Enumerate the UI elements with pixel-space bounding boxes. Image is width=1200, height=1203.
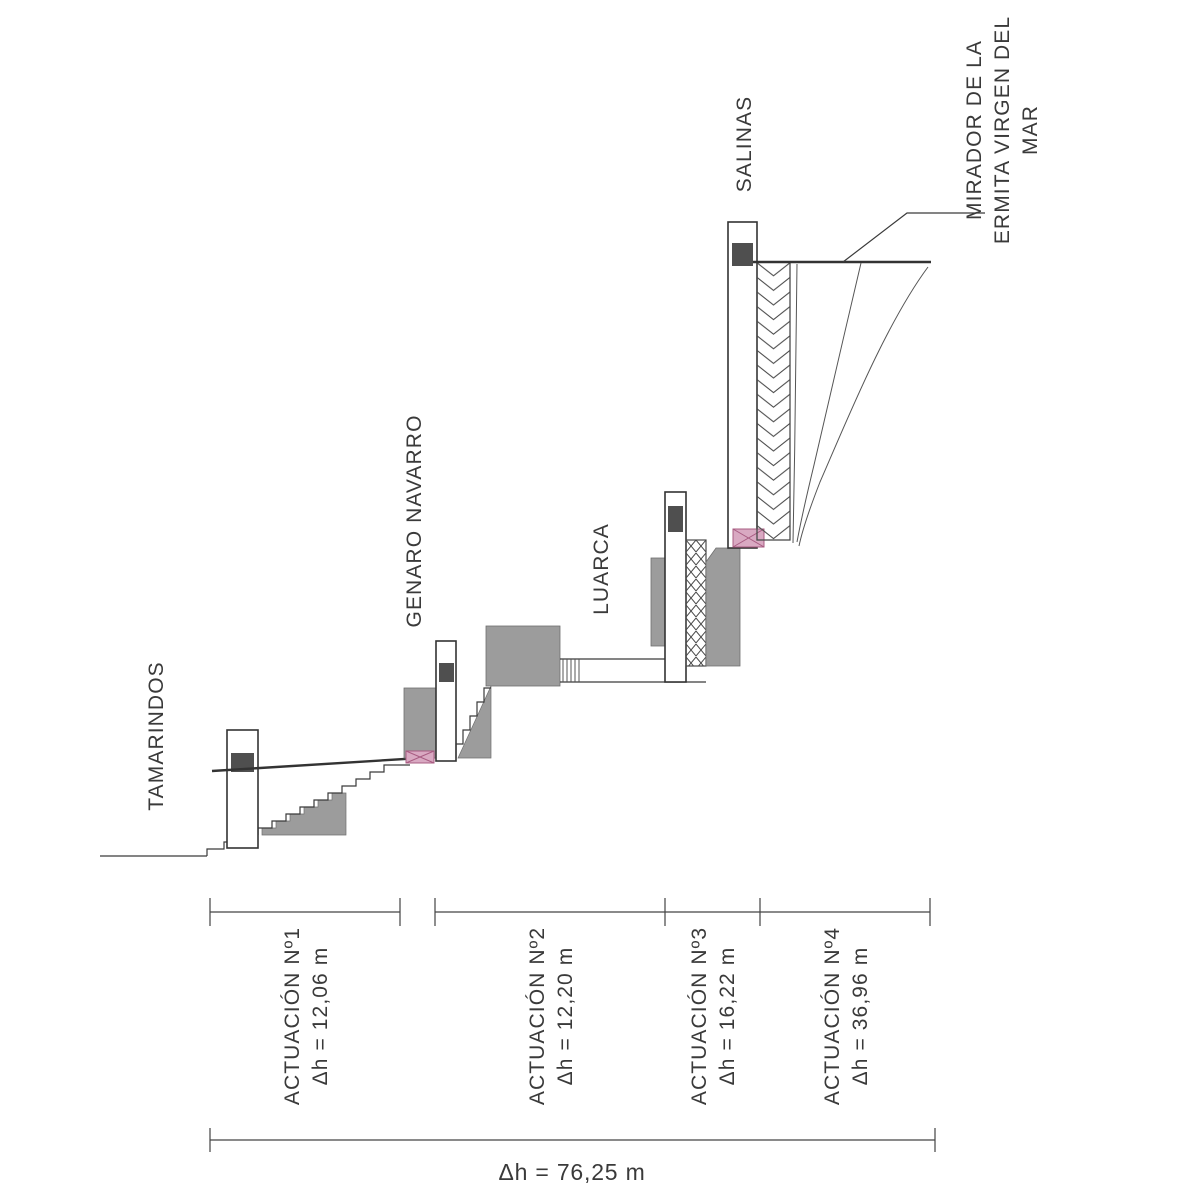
label-mirador-line-1: MIRADOR DE LA [963, 40, 986, 220]
stair-retaining-mass-1 [261, 792, 347, 836]
actuation-marker-1-cross [405, 750, 435, 764]
terrain-line-mid [796, 262, 862, 543]
total-delta-label: Δh = 76,25 m [498, 1159, 645, 1185]
building-genaro [403, 687, 438, 759]
building-luarca-lower [485, 625, 561, 687]
elevator-cab-3 [668, 506, 683, 532]
street-slope-line [211, 755, 438, 773]
actuation-dimensions: ACTUACIÓN Nº1 Δh = 12,06 m ACTUACIÓN Nº2… [209, 898, 931, 1105]
actuation-3-delta: Δh = 16,22 m [716, 947, 739, 1086]
walkway-hatch [562, 659, 580, 682]
mirador-leader-line [842, 212, 985, 263]
actuation-1-delta: Δh = 12,06 m [309, 947, 332, 1086]
escalator-luarca [685, 539, 707, 667]
label-salinas: SALINAS [733, 96, 756, 192]
escalator-salinas [756, 261, 791, 541]
elevator-cab-1 [231, 753, 254, 772]
location-labels: TAMARINDOS GENARO NAVARRO LUARCA SALINAS… [145, 16, 1042, 811]
actuation-2-delta: Δh = 12,20 m [554, 947, 577, 1086]
building-luarca-upper [705, 547, 741, 667]
elevator-tower-4 [727, 221, 758, 549]
staircase-2 [455, 687, 491, 758]
elevator-cab-2 [439, 663, 454, 682]
label-mirador-line-2: ERMITA VIRGEN DEL [991, 16, 1014, 244]
label-tamarindos: TAMARINDOS [145, 661, 168, 810]
terrain-line-outer [798, 266, 929, 547]
actuation-4-name: ACTUACIÓN Nº4 [821, 927, 844, 1105]
elevator-cab-4 [732, 243, 753, 266]
staircase-1 [257, 764, 410, 835]
actuation-2-name: ACTUACIÓN Nº2 [526, 927, 549, 1105]
terrain-line-inner [792, 263, 798, 544]
actuation-3-name: ACTUACIÓN Nº3 [688, 927, 711, 1105]
elevator-tower-1 [226, 729, 259, 849]
stair-retaining-mass-2 [457, 685, 492, 759]
elevator-tower-2 [435, 640, 457, 762]
actuation-4-delta: Δh = 36,96 m [849, 947, 872, 1086]
total-dimension: Δh = 76,25 m [209, 1128, 936, 1185]
actuation-1-name: ACTUACIÓN Nº1 [281, 927, 304, 1105]
terrain-profile [100, 212, 985, 857]
label-mirador-line-3: MAR [1019, 105, 1042, 155]
label-luarca: LUARCA [590, 523, 613, 615]
label-genaro-navarro: GENARO NAVARRO [403, 415, 426, 628]
